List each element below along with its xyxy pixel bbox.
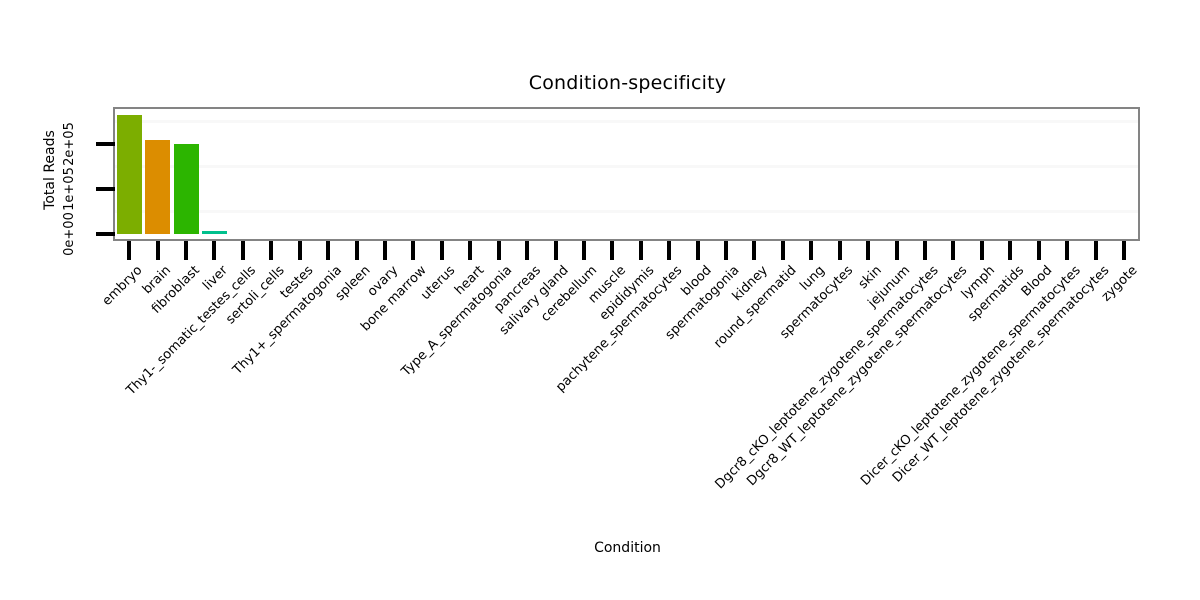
x-tick — [780, 241, 785, 260]
x-axis-tick-labels: embryo brain fibroblast liver Thy1-_somatic_… — [100, 263, 1140, 563]
bar-fibroblast — [173, 144, 199, 234]
x-tick — [411, 241, 416, 260]
x-tick — [724, 241, 729, 260]
x-tick — [894, 241, 899, 260]
x-tick — [695, 241, 700, 260]
bar-liver — [201, 230, 227, 234]
x-tick — [212, 241, 217, 260]
x-tick — [979, 241, 984, 260]
x-tick — [269, 241, 274, 260]
x-tick — [1121, 241, 1126, 260]
x-tick — [326, 241, 331, 260]
x-tick — [1036, 241, 1041, 260]
x-tick — [354, 241, 359, 260]
minor-gridline — [115, 165, 1138, 168]
x-tick — [866, 241, 871, 260]
x-tick — [951, 241, 956, 260]
x-tick — [383, 241, 387, 260]
bars-container — [115, 109, 1138, 239]
x-tick — [1093, 241, 1098, 260]
x-tick — [155, 241, 160, 260]
minor-gridline — [115, 210, 1138, 213]
x-axis-ticks — [115, 241, 1138, 260]
x-tick — [127, 241, 132, 260]
x-tick — [837, 241, 842, 260]
chart-title: Condition-specificity — [528, 72, 727, 94]
x-tick — [809, 241, 814, 260]
x-tick — [240, 241, 245, 260]
x-tick — [297, 241, 302, 260]
x-tick — [1065, 241, 1070, 260]
y-tick — [96, 232, 115, 236]
bar-slot — [200, 230, 228, 234]
x-tick — [752, 241, 757, 260]
x-tick — [184, 241, 189, 260]
x-tick — [638, 241, 643, 260]
x-tick — [667, 241, 672, 260]
x-tick — [581, 241, 586, 260]
plot-area — [113, 107, 1140, 241]
x-tick — [496, 241, 501, 260]
bar-slot — [172, 144, 200, 234]
bar-slot — [115, 114, 143, 234]
x-tick — [439, 241, 444, 260]
bar-slot — [143, 139, 171, 234]
x-tick — [553, 241, 558, 260]
x-tick — [468, 241, 473, 260]
x-tick — [1008, 241, 1013, 260]
y-tick — [96, 187, 115, 191]
x-tick — [525, 241, 530, 260]
x-tick — [923, 241, 928, 260]
x-axis-category-label: Dgcr8_WT_leptotene_zygotene_spermatocyte… — [743, 263, 970, 490]
bar-brain — [145, 139, 171, 234]
minor-gridline — [115, 120, 1138, 123]
bar-embryo — [116, 114, 142, 234]
y-tick — [96, 142, 115, 146]
x-tick — [610, 241, 615, 260]
x-axis-title: Condition — [594, 540, 661, 556]
